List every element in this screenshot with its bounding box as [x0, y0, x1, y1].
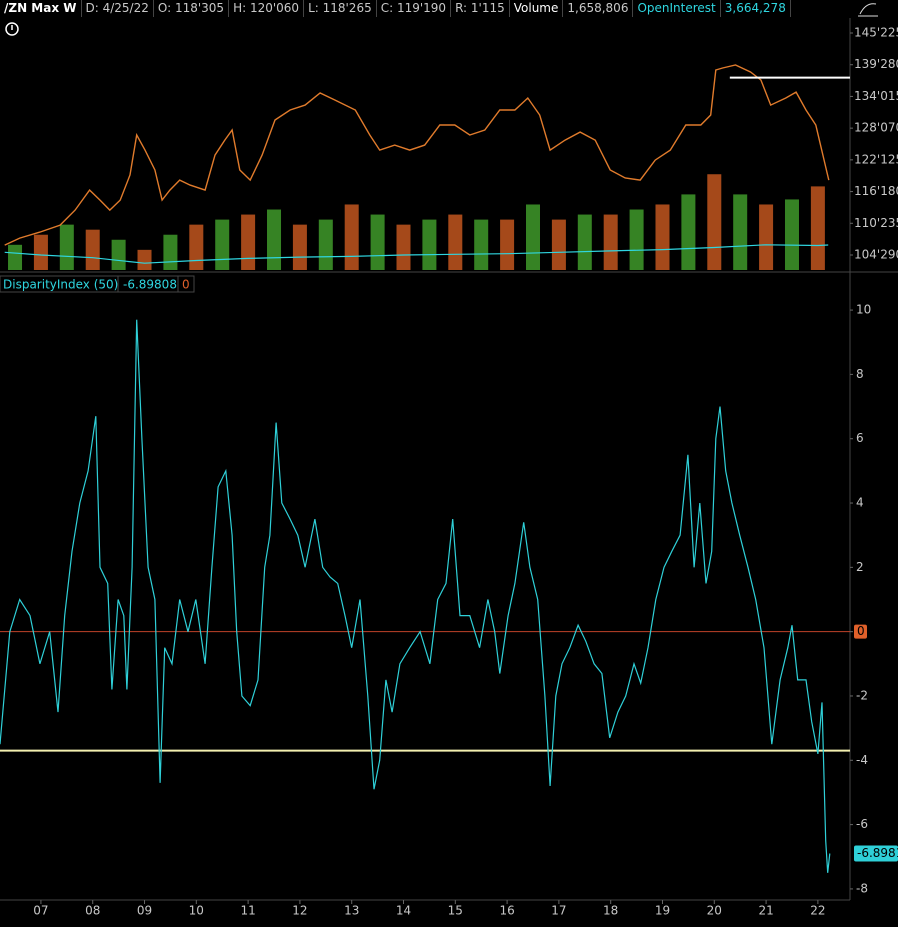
- y-tick-label: 2: [856, 560, 864, 574]
- last-value-badge: [854, 845, 898, 862]
- x-tick-label: 12: [292, 904, 307, 918]
- header: /ZN Max W D: 4/25/22 O: 118'305 H: 120'0…: [0, 0, 791, 17]
- volume-bar: [810, 186, 825, 270]
- volume-bar: [577, 214, 592, 270]
- symbol[interactable]: /ZN Max W: [0, 0, 82, 17]
- y-tick-label: 134'015: [854, 89, 898, 103]
- y-tick-label: 122'125: [854, 152, 898, 166]
- volume-bar: [163, 234, 178, 270]
- y-tick-label: -2: [856, 688, 868, 702]
- x-tick-label: 17: [551, 904, 566, 918]
- volume-bar: [733, 194, 748, 270]
- volume-bar: [759, 204, 774, 270]
- volume-bar: [784, 199, 799, 270]
- volume-bar: [33, 234, 48, 270]
- y-tick-label: 116'180: [854, 184, 898, 198]
- x-tick-label: 16: [499, 904, 514, 918]
- y-tick-label: -8: [856, 881, 868, 895]
- low: L: 118'265: [304, 0, 377, 17]
- volume-bar: [525, 204, 540, 270]
- volume-bar: [344, 204, 359, 270]
- volume-bar: [59, 224, 74, 270]
- date: D: 4/25/22: [82, 0, 154, 17]
- volume-value: 1,658,806: [563, 0, 634, 17]
- volume-bar: [370, 214, 385, 270]
- x-tick-label: 20: [707, 904, 722, 918]
- volume-bar: [215, 219, 230, 270]
- y-tick-label: 128'070: [854, 121, 898, 135]
- volume-bar: [267, 209, 282, 270]
- y-tick-label: 110'235: [854, 216, 898, 230]
- disparity-line: [0, 319, 831, 873]
- x-tick-label: 15: [448, 904, 463, 918]
- volume-bar: [474, 219, 489, 270]
- volume-bar: [500, 219, 515, 270]
- x-tick-label: 19: [655, 904, 670, 918]
- volume-bar: [629, 209, 644, 270]
- volume-label: Volume: [510, 0, 564, 17]
- volume-bar: [551, 219, 566, 270]
- price-line: [4, 64, 830, 246]
- volume-bar: [681, 194, 696, 270]
- volume-bar: [707, 174, 722, 270]
- volume-bar: [292, 224, 307, 270]
- high: H: 120'060: [229, 0, 305, 17]
- open-interest-line: [4, 244, 829, 264]
- legend-box: [177, 275, 195, 293]
- study-value: -6.89808: [123, 278, 177, 292]
- volume-bar: [111, 239, 126, 270]
- x-tick-label: 11: [240, 904, 255, 918]
- y-tick-label: 139'280: [854, 57, 898, 71]
- last-value-label: -6.8981: [857, 846, 898, 860]
- close: C: 119'190: [377, 0, 452, 17]
- volume-bar: [137, 249, 152, 270]
- x-tick-label: 22: [810, 904, 825, 918]
- x-tick-label: 21: [758, 904, 773, 918]
- y-tick-label: 10: [856, 303, 871, 317]
- volume-bar: [422, 219, 437, 270]
- volume-bar: [318, 219, 333, 270]
- volume-bar: [85, 229, 100, 270]
- y-tick-label: -6: [856, 817, 868, 831]
- study-title: DisparityIndex (50): [3, 278, 118, 292]
- zero-badge: [854, 624, 867, 639]
- x-tick-label: 09: [137, 904, 152, 918]
- y-tick-label: -4: [856, 753, 868, 767]
- range: R: 1'115: [451, 0, 510, 17]
- volume-bar: [189, 224, 204, 270]
- study-zero: 0: [182, 278, 190, 292]
- y-tick-label: 0: [857, 624, 865, 638]
- x-tick-label: 13: [344, 904, 359, 918]
- y-tick-label: 4: [856, 496, 864, 510]
- volume-bar: [396, 224, 411, 270]
- y-tick-label: 6: [856, 431, 864, 445]
- y-tick-label: 145'225: [854, 26, 898, 40]
- volume-bar: [448, 214, 463, 270]
- oi-value: 3,664,278: [721, 0, 791, 17]
- volume-bar: [241, 214, 256, 270]
- style-icon[interactable]: [858, 3, 878, 17]
- x-tick-label: 07: [33, 904, 48, 918]
- x-tick-label: 10: [189, 904, 204, 918]
- x-tick-label: 18: [603, 904, 618, 918]
- y-tick-label: 104'290: [854, 248, 898, 262]
- volume-bar: [603, 214, 618, 270]
- oi-label: OpenInterest: [633, 0, 721, 17]
- x-tick-label: 08: [85, 904, 100, 918]
- volume-bar: [8, 244, 23, 270]
- open: O: 118'305: [154, 0, 230, 17]
- x-tick-label: 14: [396, 904, 411, 918]
- alert-icon[interactable]: [5, 22, 19, 36]
- volume-bar: [655, 204, 670, 270]
- y-tick-label: 8: [856, 367, 864, 381]
